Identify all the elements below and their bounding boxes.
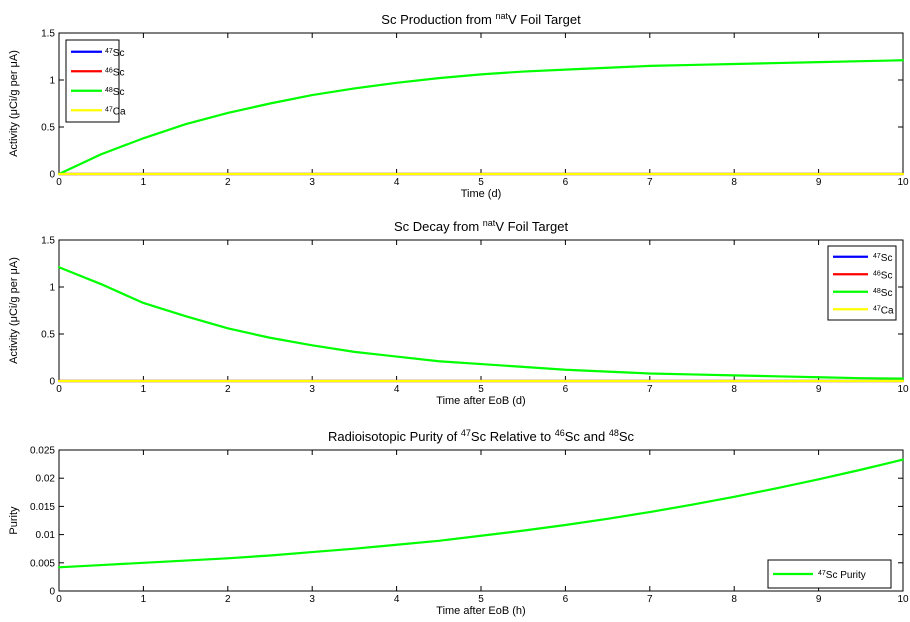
x-tick-label: 9 (816, 384, 822, 395)
legend-entry-46sc: 46Sc (105, 67, 124, 79)
series-line-48sc (57, 59, 905, 176)
legend: 47Sc 46Sc 48Sc 47Ca (827, 245, 897, 321)
legend-entry-47ca: 47Ca (105, 106, 126, 118)
plot-area (58, 239, 904, 382)
y-tick-label: 1 (49, 76, 55, 87)
legend: 47Sc Purity (767, 559, 892, 589)
chart-title: Radioisotopic Purity of 47Sc Relative to… (328, 428, 635, 444)
legend-box (827, 245, 897, 321)
x-tick-label: 7 (647, 384, 653, 395)
x-tick-label: 10 (897, 594, 909, 605)
legend: 47Sc 46Sc 48Sc 47Ca (65, 39, 126, 123)
y-tick-label: 0.02 (36, 474, 56, 485)
x-tick-label: 0 (56, 384, 62, 395)
legend-entry-48sc: 48Sc (873, 287, 892, 299)
chart-panel-1: 0 1 2 3 4 5 6 7 8 9 10 0 0.5 1 1.5 Sc Production from n… (8, 11, 909, 200)
x-tick-label: 1 (141, 177, 147, 188)
y-tick-label: 1 (49, 283, 55, 294)
x-tick-label: 0 (56, 594, 62, 605)
series-line-47sc-purity (57, 458, 905, 569)
x-tick-label: 5 (478, 594, 484, 605)
y-tick-label: 0 (49, 170, 55, 181)
x-axis-label: Time (d) (461, 188, 502, 200)
legend-entry-47sc: 47Sc (873, 252, 892, 264)
x-tick-label: 5 (478, 177, 484, 188)
x-tick-label: 7 (647, 594, 653, 605)
x-tick-label: 8 (731, 177, 737, 188)
legend-entry-46sc: 46Sc (873, 270, 892, 282)
x-tick-label: 1 (141, 384, 147, 395)
legend-entry-48sc: 48Sc (105, 86, 124, 98)
x-tick-label: 3 (309, 177, 315, 188)
x-tick-label: 3 (309, 594, 315, 605)
x-tick-label: 0 (56, 177, 62, 188)
x-tick-label: 9 (816, 594, 822, 605)
legend-entry-47sc: 47Sc (105, 47, 124, 59)
y-tick-label: 1.5 (41, 29, 55, 40)
x-tick-label: 2 (225, 177, 231, 188)
legend-box (65, 39, 120, 123)
x-tick-label: 6 (563, 177, 569, 188)
y-tick-label: 0.005 (30, 558, 55, 569)
x-tick-label: 5 (478, 384, 484, 395)
x-axis-label: Time after EoB (h) (436, 605, 525, 617)
legend-entry-47ca: 47Ca (873, 305, 894, 317)
y-axis-label: Activity (μCi/g per μA) (8, 257, 20, 364)
chart-title: Sc Decay from natV Foil Target (394, 218, 569, 234)
x-tick-label: 10 (897, 177, 909, 188)
y-tick-label: 0.015 (30, 502, 55, 513)
x-axis-label: Time after EoB (d) (436, 395, 525, 407)
plot-area (58, 32, 904, 175)
x-tick-label: 8 (731, 384, 737, 395)
y-axis-label: Activity (μCi/g per μA) (8, 50, 20, 157)
x-tick-label: 4 (394, 384, 400, 395)
x-tick-label: 9 (816, 177, 822, 188)
x-tick-label: 8 (731, 594, 737, 605)
x-tick-label: 4 (394, 177, 400, 188)
plot-area (58, 449, 904, 592)
legend-entry-47sc-purity: 47Sc Purity (818, 570, 866, 582)
y-tick-label: 0 (49, 587, 55, 598)
chart-panel-3: 0 1 2 3 4 5 6 7 8 9 10 0 0.005 0.01 0.015 0.02 0.025 Radi… (8, 428, 909, 617)
y-tick-label: 0.5 (41, 330, 55, 341)
x-tick-label: 6 (563, 384, 569, 395)
y-tick-label: 1.5 (41, 236, 55, 247)
x-tick-label: 7 (647, 177, 653, 188)
x-tick-label: 3 (309, 384, 315, 395)
chart-title: Sc Production from natV Foil Target (381, 11, 581, 27)
y-tick-label: 0.025 (30, 446, 55, 457)
x-tick-label: 1 (141, 594, 147, 605)
x-tick-label: 2 (225, 594, 231, 605)
x-tick-label: 6 (563, 594, 569, 605)
x-tick-label: 4 (394, 594, 400, 605)
x-tick-label: 10 (897, 384, 909, 395)
y-tick-label: 0 (49, 377, 55, 388)
series-line-48sc (57, 266, 905, 380)
y-axis-label: Purity (8, 506, 20, 535)
y-tick-label: 0.5 (41, 123, 55, 134)
chart-panel-2: 0 1 2 3 4 5 6 7 8 9 10 0 0.5 1 1.5 Sc Decay from natV F… (8, 218, 909, 407)
y-tick-label: 0.01 (36, 530, 56, 541)
x-tick-label: 2 (225, 384, 231, 395)
